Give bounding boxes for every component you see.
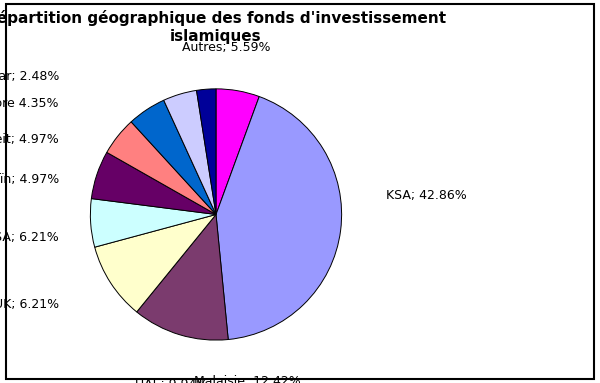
Text: Qatar; 2.48%: Qatar; 2.48% — [0, 70, 59, 83]
Wedge shape — [197, 89, 216, 214]
Wedge shape — [216, 97, 341, 339]
Wedge shape — [216, 89, 259, 214]
Wedge shape — [95, 214, 216, 312]
Wedge shape — [137, 214, 228, 340]
Wedge shape — [91, 198, 216, 247]
Text: UK; 6.21%: UK; 6.21% — [0, 298, 59, 311]
Text: UAE; 9.94%: UAE; 9.94% — [136, 378, 209, 383]
Wedge shape — [107, 122, 216, 214]
Text: Bahreïn; 4.97%: Bahreïn; 4.97% — [0, 173, 59, 186]
Wedge shape — [91, 152, 216, 214]
Text: Autres; 5.59%: Autres; 5.59% — [182, 41, 270, 54]
Text: singapore 4.35%: singapore 4.35% — [0, 97, 59, 110]
Wedge shape — [164, 90, 216, 214]
Wedge shape — [131, 100, 216, 214]
Text: Kuweit; 4.97%: Kuweit; 4.97% — [0, 133, 59, 146]
Text: Malaisie; 12.42%: Malaisie; 12.42% — [194, 375, 301, 383]
Title: Répartition géographique des fonds d'investissement
islamiques: Répartition géographique des fonds d'inv… — [0, 10, 446, 44]
Text: KSA; 42.86%: KSA; 42.86% — [386, 189, 466, 202]
Text: USA; 6.21%: USA; 6.21% — [0, 231, 59, 244]
